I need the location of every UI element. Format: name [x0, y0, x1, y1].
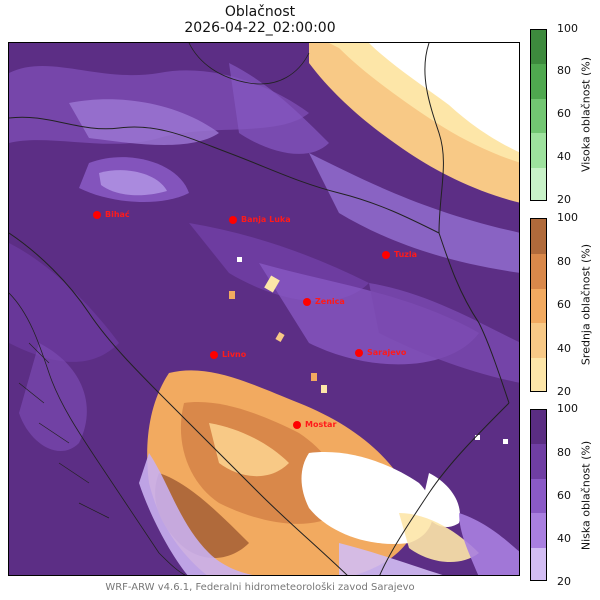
tick-mid-100: 100 — [557, 211, 578, 224]
tick-mid-40: 40 — [557, 342, 571, 355]
city-label-zenica: Zenica — [315, 297, 345, 306]
city-label-mostar: Mostar — [305, 420, 336, 429]
map-title: Oblačnost — [224, 4, 296, 20]
city-label-banja-luka: Banja Luka — [241, 215, 291, 224]
colorbar-mid-seg — [531, 219, 546, 254]
colorbar-low-label: Niska oblačnost (%) — [579, 440, 593, 551]
tick-high-40: 40 — [557, 150, 571, 163]
tick-high-80: 80 — [557, 64, 571, 77]
tick-high-60: 60 — [557, 107, 571, 120]
colorbar-low-cloud — [530, 409, 547, 581]
tick-low-60: 60 — [557, 489, 571, 502]
tick-high-20: 20 — [557, 193, 571, 206]
cloud-cover-map: Bihać Banja Luka Tuzla Zenica Livno Sara… — [8, 42, 520, 576]
colorbar-low-seg — [531, 513, 546, 548]
colorbar-high-seg — [531, 167, 546, 200]
city-label-tuzla: Tuzla — [394, 250, 417, 259]
colorbar-mid-seg — [531, 288, 546, 324]
tick-low-100: 100 — [557, 402, 578, 415]
colorbar-high-seg — [531, 30, 546, 65]
city-tuzla: Tuzla — [382, 250, 417, 259]
colorbar-mid-label: Srednja oblačnost (%) — [579, 243, 593, 366]
city-livno: Livno — [210, 350, 247, 359]
city-zenica: Zenica — [303, 297, 345, 306]
tick-low-40: 40 — [557, 532, 571, 545]
tick-mid-80: 80 — [557, 255, 571, 268]
city-label-sarajevo: Sarajevo — [367, 348, 407, 357]
colorbar-low-seg — [531, 444, 546, 479]
colorbar-low-seg — [531, 478, 546, 514]
colorbar-high-seg — [531, 98, 546, 134]
colorbar-mid-cloud — [530, 218, 547, 392]
colorbar-high-seg — [531, 133, 546, 168]
tick-mid-60: 60 — [557, 298, 571, 311]
tick-high-100: 100 — [557, 22, 578, 35]
city-mostar: Mostar — [293, 420, 336, 429]
tick-low-20: 20 — [557, 575, 571, 588]
colorbar-high-label: Visoka oblačnost (%) — [579, 56, 593, 173]
tick-mid-20: 20 — [557, 385, 571, 398]
colorbar-high-seg — [531, 64, 546, 99]
map-timestamp: 2026-04-22_02:00:00 — [184, 20, 336, 36]
city-sarajevo: Sarajevo — [355, 348, 407, 357]
city-banja-luka: Banja Luka — [229, 215, 291, 224]
city-bihac: Bihać — [93, 209, 130, 219]
colorbar-low-seg — [531, 410, 546, 445]
colorbar-mid-seg — [531, 323, 546, 359]
colorbar-mid-seg — [531, 358, 546, 391]
city-label-livno: Livno — [222, 350, 247, 359]
colorbar-high-cloud — [530, 29, 547, 201]
footer-credit: WRF-ARW v4.6.1, Federalni hidrometeorolo… — [105, 582, 415, 593]
city-label-bihac: Bihać — [105, 209, 130, 219]
colorbar-low-seg — [531, 547, 546, 580]
tick-low-80: 80 — [557, 446, 571, 459]
colorbar-mid-seg — [531, 253, 546, 289]
